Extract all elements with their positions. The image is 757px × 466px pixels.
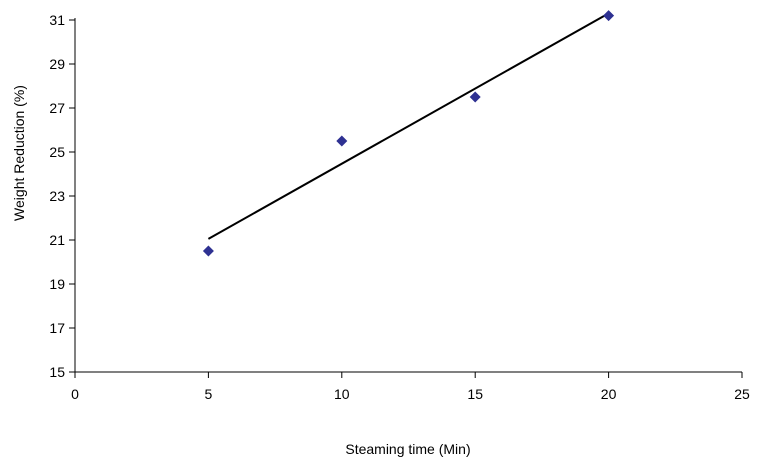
x-tick-label: 5	[205, 386, 213, 402]
y-tick-label: 27	[49, 100, 65, 116]
y-axis-label: Weight Reduction (%)	[11, 85, 27, 221]
y-tick-label: 15	[49, 364, 65, 380]
trendline	[207, 12, 610, 240]
x-tick-label: 20	[601, 386, 617, 402]
x-tick-label: 15	[467, 386, 483, 402]
data-points	[202, 10, 615, 257]
x-tick-label: 0	[71, 386, 79, 402]
trendline-layer	[207, 12, 610, 240]
data-point	[202, 245, 214, 257]
y-tick-label: 17	[49, 320, 65, 336]
x-tick-label: 10	[334, 386, 350, 402]
x-axis-ticks: 0 5 10 15 20 25	[71, 372, 750, 402]
data-point	[336, 135, 348, 147]
y-tick-label: 19	[49, 276, 65, 292]
y-tick-label: 31	[49, 12, 65, 28]
data-point	[603, 10, 615, 22]
y-tick-label: 23	[49, 188, 65, 204]
data-point	[469, 91, 481, 103]
axes	[74, 18, 742, 373]
x-tick-label: 25	[734, 386, 750, 402]
y-tick-label: 25	[49, 144, 65, 160]
y-tick-label: 29	[49, 56, 65, 72]
y-axis-ticks: 15 17 19 21 23 25 27 29 31	[49, 12, 75, 380]
x-axis-label: Steaming time (Min)	[345, 441, 470, 457]
y-tick-label: 21	[49, 232, 65, 248]
